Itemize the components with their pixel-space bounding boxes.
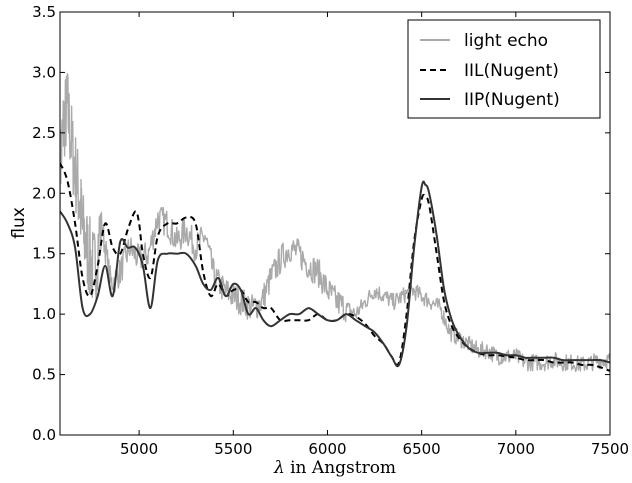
x-tick-label: 7000 (497, 440, 535, 458)
legend-label-iip-nugent: IIP(Nugent) (464, 90, 560, 110)
x-axis-title-symbol: λ (273, 458, 285, 478)
legend: light echo IIL(Nugent) IIP(Nugent) (408, 20, 600, 118)
x-axis-title: λ in Angstrom (273, 458, 396, 478)
y-tick-label: 3.0 (32, 63, 56, 81)
x-axis-title-text: in Angstrom (285, 458, 396, 478)
x-tick-label: 7500 (591, 440, 629, 458)
x-tick-label: 5500 (214, 440, 252, 458)
legend-label-iil-nugent: IIL(Nugent) (464, 61, 559, 81)
x-tick-label: 6000 (308, 440, 346, 458)
y-tick-label: 2.5 (32, 124, 56, 142)
y-tick-label: 1.0 (32, 305, 56, 323)
x-tick-label: 6500 (403, 440, 441, 458)
y-tick-label: 1.5 (32, 245, 56, 263)
y-tick-label: 0.5 (32, 366, 56, 384)
y-tick-label: 0.0 (32, 426, 56, 444)
legend-label-light-echo: light echo (464, 31, 548, 51)
y-tick-label: 3.5 (32, 3, 56, 21)
x-tick-label: 5000 (120, 440, 158, 458)
y-axis-title: flux (9, 207, 29, 239)
y-tick-label: 2.0 (32, 184, 56, 202)
